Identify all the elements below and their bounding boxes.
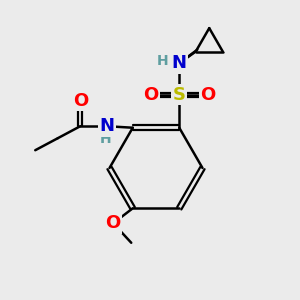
Text: O: O [73, 92, 88, 110]
Text: H: H [100, 132, 112, 146]
Text: O: O [200, 86, 215, 104]
Text: S: S [173, 86, 186, 104]
Text: N: N [172, 54, 187, 72]
Text: O: O [143, 86, 158, 104]
Text: O: O [106, 214, 121, 232]
Text: H: H [157, 54, 169, 68]
Text: N: N [100, 117, 115, 135]
